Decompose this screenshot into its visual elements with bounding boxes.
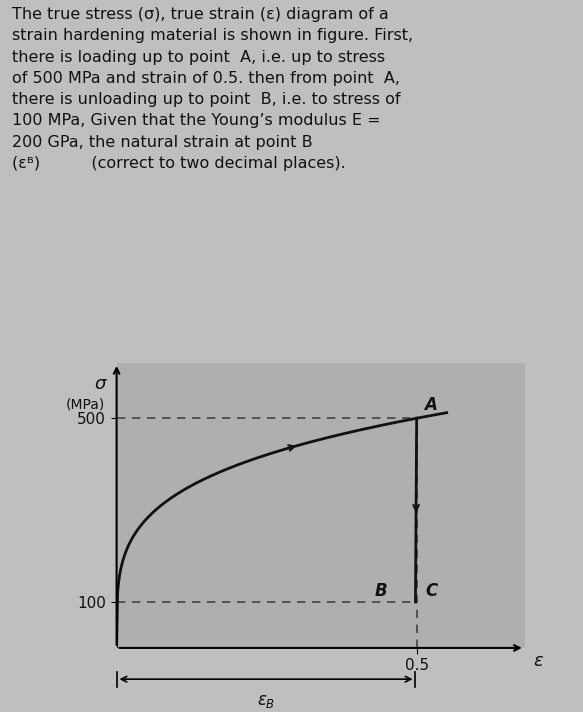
Text: The true stress (σ), true strain (ε) diagram of a
strain hardening material is s: The true stress (σ), true strain (ε) dia… bbox=[12, 7, 413, 171]
Text: σ: σ bbox=[94, 375, 106, 392]
Text: B: B bbox=[375, 582, 387, 600]
Text: $\varepsilon_B$: $\varepsilon_B$ bbox=[257, 691, 275, 710]
Text: C: C bbox=[425, 582, 437, 600]
Text: (MPa): (MPa) bbox=[66, 397, 105, 412]
Text: A: A bbox=[424, 396, 437, 414]
Text: ε: ε bbox=[533, 651, 543, 670]
